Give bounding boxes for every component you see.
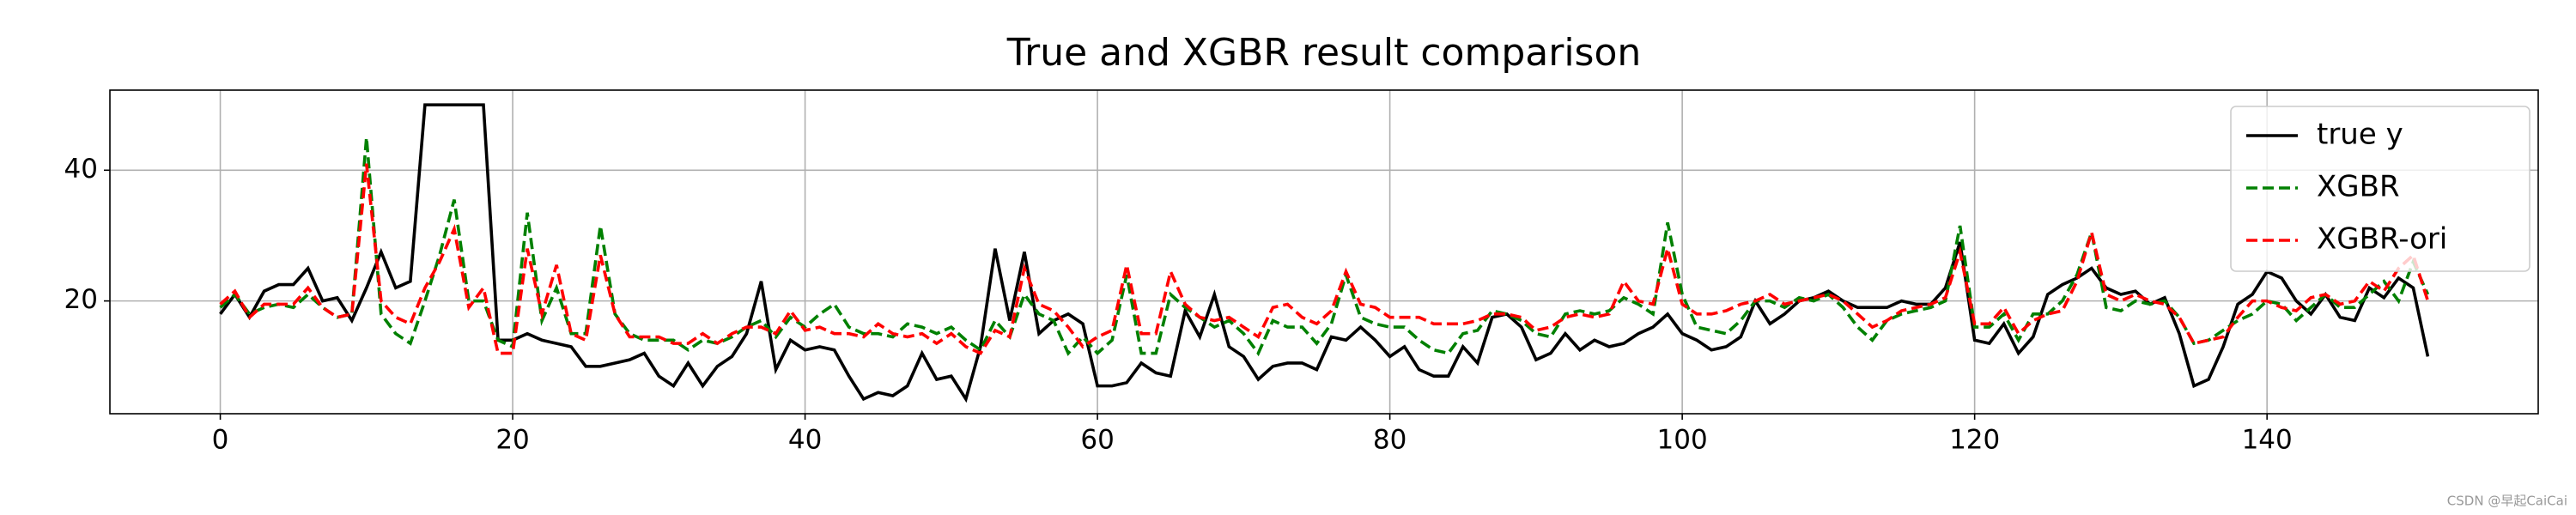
legend: true y XGBR XGBR-ori — [2230, 106, 2530, 272]
series-line — [219, 137, 2430, 357]
series-line — [219, 163, 2430, 355]
x-tick-label: 120 — [1949, 425, 2000, 456]
x-tick-label: 40 — [788, 425, 822, 456]
series-line — [219, 103, 2430, 403]
legend-box — [2230, 106, 2530, 272]
x-tick-label: 60 — [1080, 425, 1114, 456]
x-tick-label: 140 — [2242, 425, 2293, 456]
y-tick-label: 40 — [64, 154, 98, 185]
x-tick-label: 0 — [212, 425, 229, 456]
legend-label: XGBR — [2317, 170, 2400, 204]
legend-label: true y — [2317, 118, 2403, 152]
watermark: CSDN @早起CaiCai — [2447, 494, 2567, 509]
x-tick-label: 80 — [1373, 425, 1406, 456]
y-tick-label: 20 — [64, 284, 98, 315]
chart-title: True and XGBR result comparison — [1006, 31, 1642, 75]
x-tick-label: 20 — [495, 425, 529, 456]
x-tick-label: 100 — [1657, 425, 1708, 456]
legend-label: XGBR-ori — [2317, 222, 2447, 257]
plot-frame — [109, 89, 2539, 415]
